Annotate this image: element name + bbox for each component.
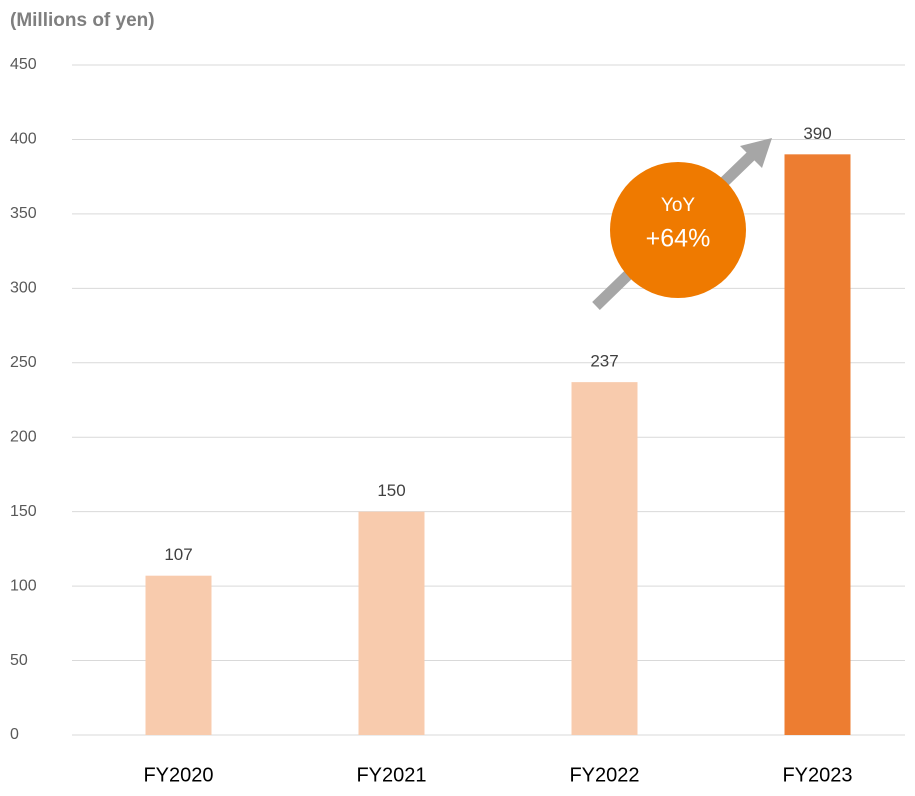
y-tick-label: 100 bbox=[10, 577, 37, 594]
arrow-head bbox=[740, 138, 772, 168]
y-axis-label: (Millions of yen) bbox=[10, 10, 155, 31]
x-tick-label: FY2020 bbox=[143, 764, 213, 786]
value-label: 237 bbox=[590, 352, 618, 371]
value-label: 150 bbox=[377, 481, 405, 500]
y-tick-label: 250 bbox=[10, 354, 37, 371]
y-tick-label: 350 bbox=[10, 205, 37, 222]
bar bbox=[145, 575, 212, 735]
x-tick-label: FY2021 bbox=[356, 764, 426, 786]
bar bbox=[571, 382, 638, 735]
annotation-circle bbox=[610, 162, 746, 298]
y-tick-label: 150 bbox=[10, 503, 37, 520]
value-label: 390 bbox=[803, 124, 831, 143]
y-tick-label: 400 bbox=[10, 131, 37, 148]
value-label: 107 bbox=[164, 545, 192, 564]
y-tick-label: 300 bbox=[10, 280, 37, 297]
bar bbox=[784, 154, 851, 736]
y-tick-label: 50 bbox=[10, 652, 28, 669]
x-tick-label: FY2022 bbox=[569, 764, 639, 786]
y-tick-label: 200 bbox=[10, 428, 37, 445]
y-tick-label: 0 bbox=[10, 726, 19, 743]
annotation: YoY +64% bbox=[592, 138, 772, 310]
annotation-text: +64% bbox=[646, 225, 711, 253]
x-tick-label: FY2023 bbox=[782, 764, 852, 786]
annotation-text: YoY bbox=[661, 195, 695, 216]
y-tick-label: 450 bbox=[10, 56, 37, 73]
bar bbox=[358, 511, 425, 735]
